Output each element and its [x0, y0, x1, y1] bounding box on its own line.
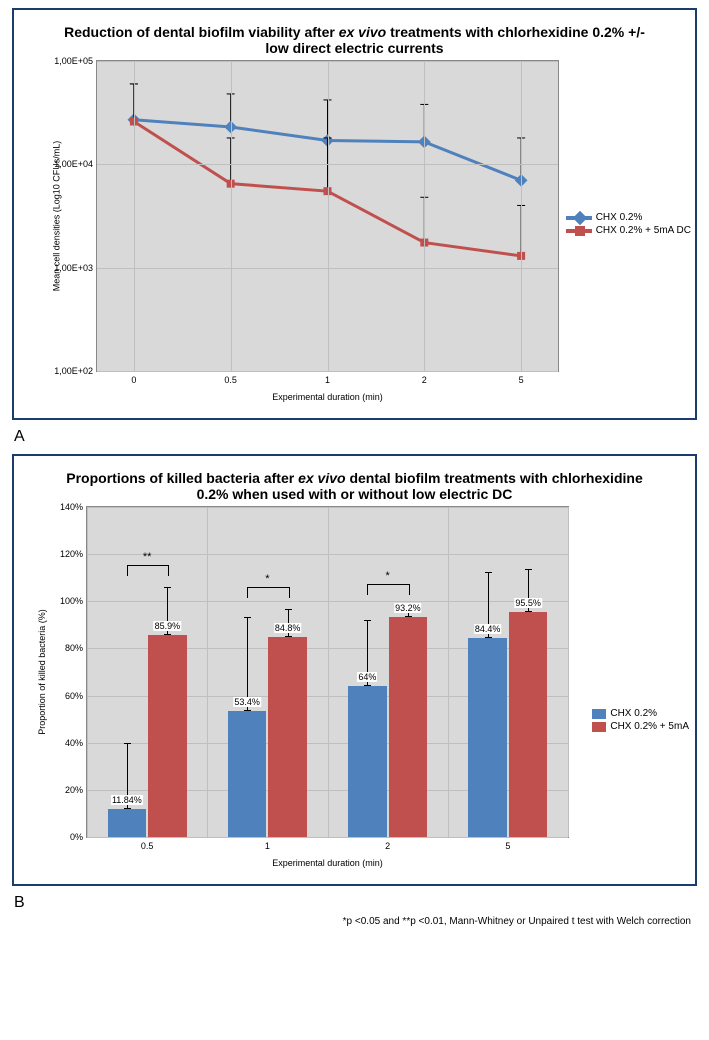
legend-item: CHX 0.2% [592, 708, 689, 719]
chart-b-legend: CHX 0.2% CHX 0.2% + 5mA [592, 706, 689, 734]
chart-a-title: Reduction of dental biofilm viability af… [20, 16, 689, 60]
panel-b-letter: B [14, 894, 709, 912]
legend-label: CHX 0.2% [610, 708, 657, 719]
chart-a-plot: Mean cell densities (Log10 CFUs/mL) 1,00… [96, 60, 559, 372]
chart-b-title: Proportions of killed bacteria after ex … [20, 462, 689, 506]
footnote: *p <0.05 and **p <0.01, Mann-Whitney or … [0, 916, 709, 927]
panel-b: Proportions of killed bacteria after ex … [12, 454, 697, 886]
chart-a-xlabel: Experimental duration (min) [96, 390, 559, 402]
legend-label: CHX 0.2% + 5mA [610, 721, 689, 732]
panel-a: Reduction of dental biofilm viability af… [12, 8, 697, 420]
chart-b-plot: Proportion of killed bacteria (%) 0%20%4… [86, 506, 569, 838]
chart-a-legend: .legend-line[style*="4f81bd"]::after{bac… [566, 210, 691, 238]
legend-item: CHX 0.2% + 5mA [592, 721, 689, 732]
chart-b-xlabel: Experimental duration (min) [86, 856, 569, 868]
panel-a-letter: A [14, 428, 709, 446]
legend-label: CHX 0.2% + 5mA DC [596, 225, 691, 236]
chart-b-ylabel: Proportion of killed bacteria (%) [37, 609, 47, 735]
legend-item: .legend-line[style*="4f81bd"]::after{bac… [566, 212, 691, 223]
legend-item: .legend-line[style*="c0504d"]::after{bac… [566, 225, 691, 236]
legend-label: CHX 0.2% [596, 212, 643, 223]
